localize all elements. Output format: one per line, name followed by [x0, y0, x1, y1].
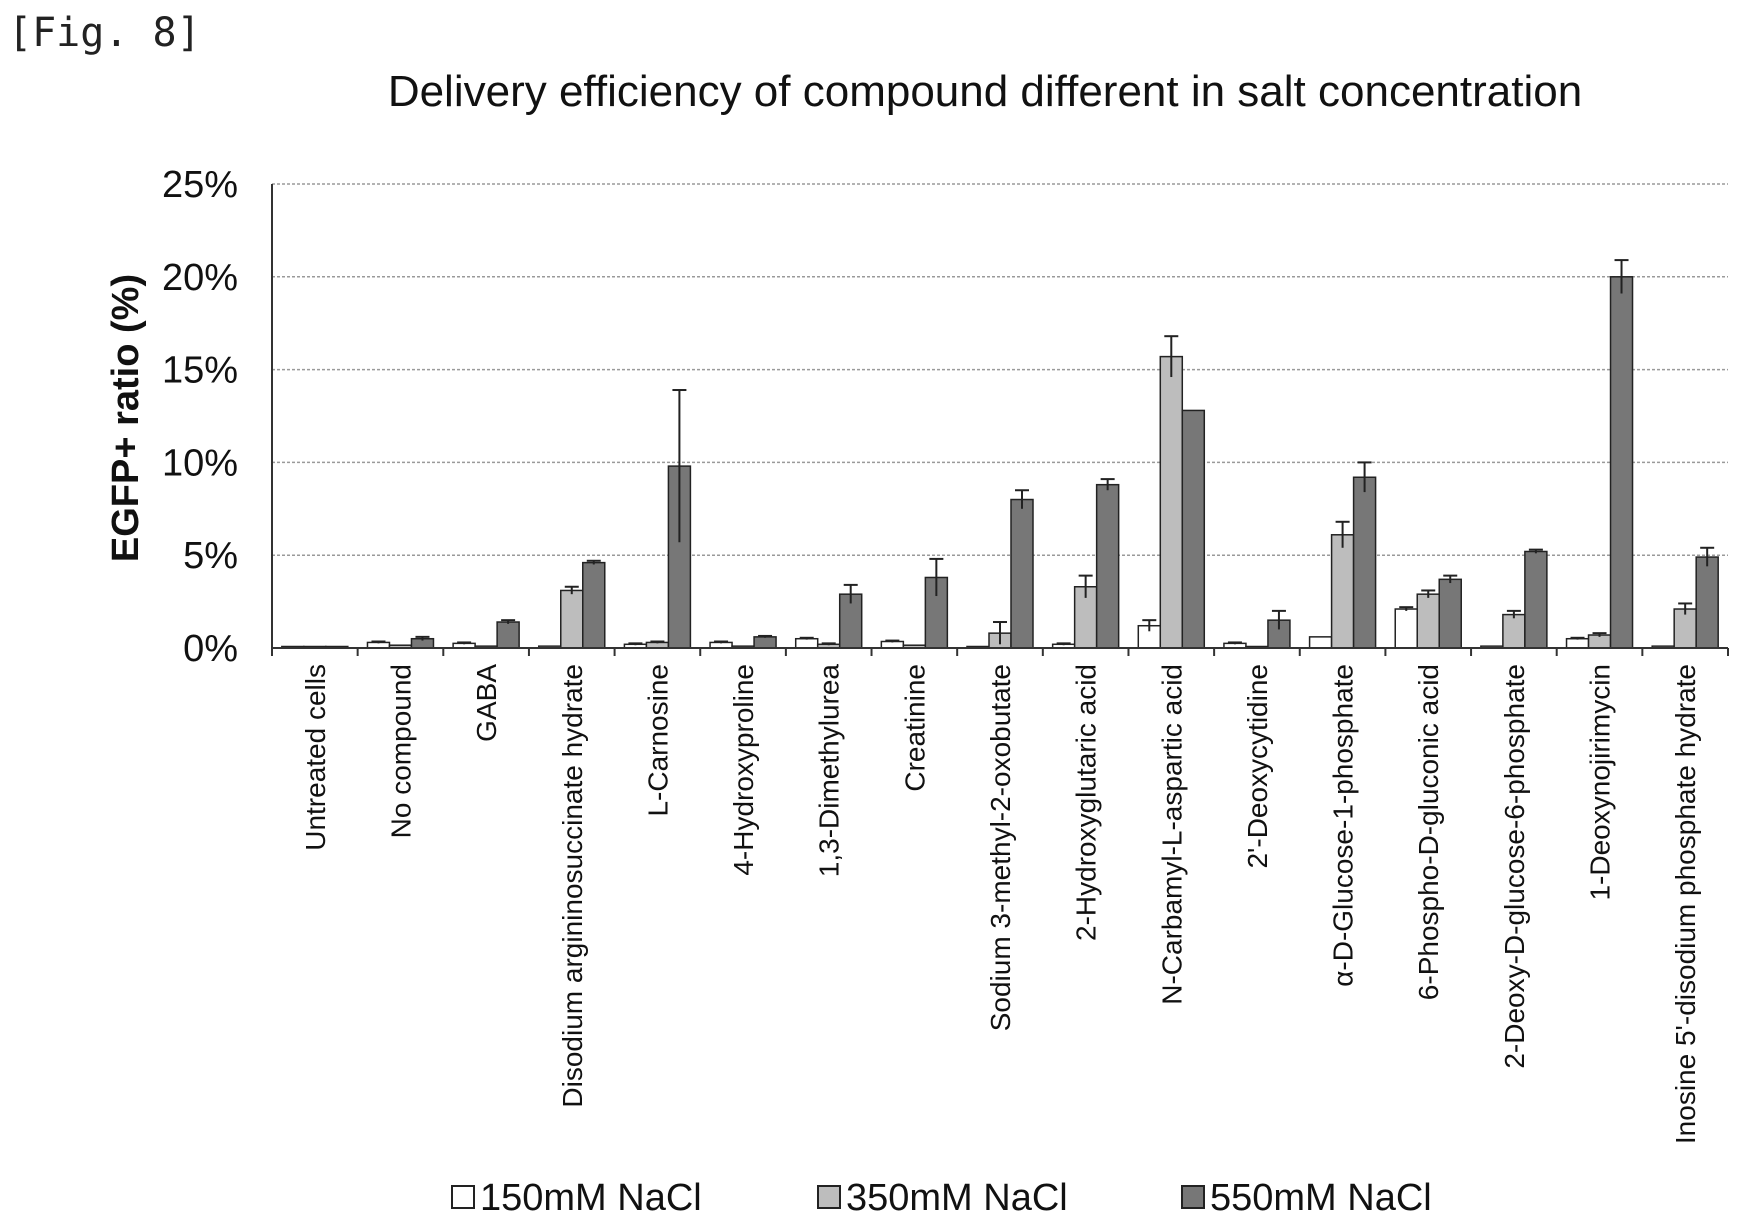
legend-label: 350mM NaCl: [846, 1177, 1068, 1219]
y-tick-labels: 0% 5% 10% 15% 20% 25%: [162, 164, 238, 670]
x-tick-label: Inosine 5'-disodium phosphate hydrate: [1670, 664, 1701, 1144]
y-tick-label: 20%: [162, 257, 238, 299]
bar: [1354, 477, 1376, 648]
x-tick-label: 2'-Deoxycytidine: [1242, 664, 1273, 869]
bar: [1332, 535, 1354, 648]
x-tick-label: 1-Deoxynojirimycin: [1585, 664, 1616, 901]
legend-label: 150mM NaCl: [480, 1177, 702, 1219]
bar: [1439, 579, 1461, 648]
x-tick-label: L-Carnosine: [642, 664, 673, 817]
x-tick-label: 4-Hydroxyproline: [728, 664, 759, 876]
error-bars: [371, 260, 1714, 645]
x-tick-label: 6-Phospho-D-gluconic acid: [1413, 664, 1444, 1000]
bar: [583, 563, 605, 648]
bar: [1589, 635, 1611, 648]
figure-label: [Fig. 8]: [8, 10, 201, 56]
x-tick-labels: Untreated cells No compound GABA Disodium a…: [272, 648, 1728, 1144]
x-tick-label: Sodium 3-methyl-2-oxobutate: [985, 664, 1016, 1031]
bar: [497, 622, 519, 648]
bar: [1503, 615, 1525, 648]
x-tick-label: α-D-Glucose-1-phosphate: [1328, 664, 1359, 987]
x-tick-label: Untreated cells: [300, 664, 331, 851]
y-tick-label: 25%: [162, 164, 238, 206]
bar: [1097, 485, 1119, 648]
y-tick-label: 0%: [183, 628, 238, 670]
bar: [1417, 594, 1439, 648]
y-tick-label: 10%: [162, 442, 238, 484]
x-tick-label: Creatinine: [899, 664, 930, 792]
bar: [1674, 609, 1696, 648]
y-axis-label: EGFP+ ratio (%): [105, 274, 147, 562]
bar: [796, 639, 818, 648]
legend-swatch: [818, 1186, 840, 1208]
bar: [754, 637, 776, 648]
y-tick-label: 15%: [162, 350, 238, 392]
x-tick-label: 1,3-Dimethylurea: [814, 664, 845, 878]
bar: [1395, 609, 1417, 648]
bar: [1310, 637, 1332, 648]
y-tick-label: 5%: [183, 535, 238, 577]
bar: [1611, 277, 1633, 648]
bar: [1011, 500, 1033, 648]
bar: [1525, 551, 1547, 648]
bar: [1182, 410, 1204, 648]
x-tick-label: No compound: [385, 664, 416, 838]
legend-swatch: [1182, 1186, 1204, 1208]
x-tick-label: 2-Deoxy-D-glucose-6-phosphate: [1499, 664, 1530, 1069]
bar: [561, 590, 583, 648]
legend-swatch: [452, 1186, 474, 1208]
legend: 150mM NaCl 350mM NaCl 550mM NaCl: [452, 1177, 1432, 1219]
x-tick-label: GABA: [471, 664, 502, 742]
legend-label: 550mM NaCl: [1210, 1177, 1432, 1219]
x-tick-label: N-Carbamyl-L-aspartic acid: [1156, 664, 1187, 1005]
chart-title: Delivery efficiency of compound differen…: [388, 67, 1582, 116]
gridlines: [272, 184, 1728, 555]
bar: [1160, 357, 1182, 648]
bar: [1567, 639, 1589, 648]
x-tick-label: Disodium argininosuccinate hydrate: [557, 664, 588, 1108]
x-tick-label: 2-Hydroxyglutaric acid: [1071, 664, 1102, 941]
bar: [1696, 557, 1718, 648]
